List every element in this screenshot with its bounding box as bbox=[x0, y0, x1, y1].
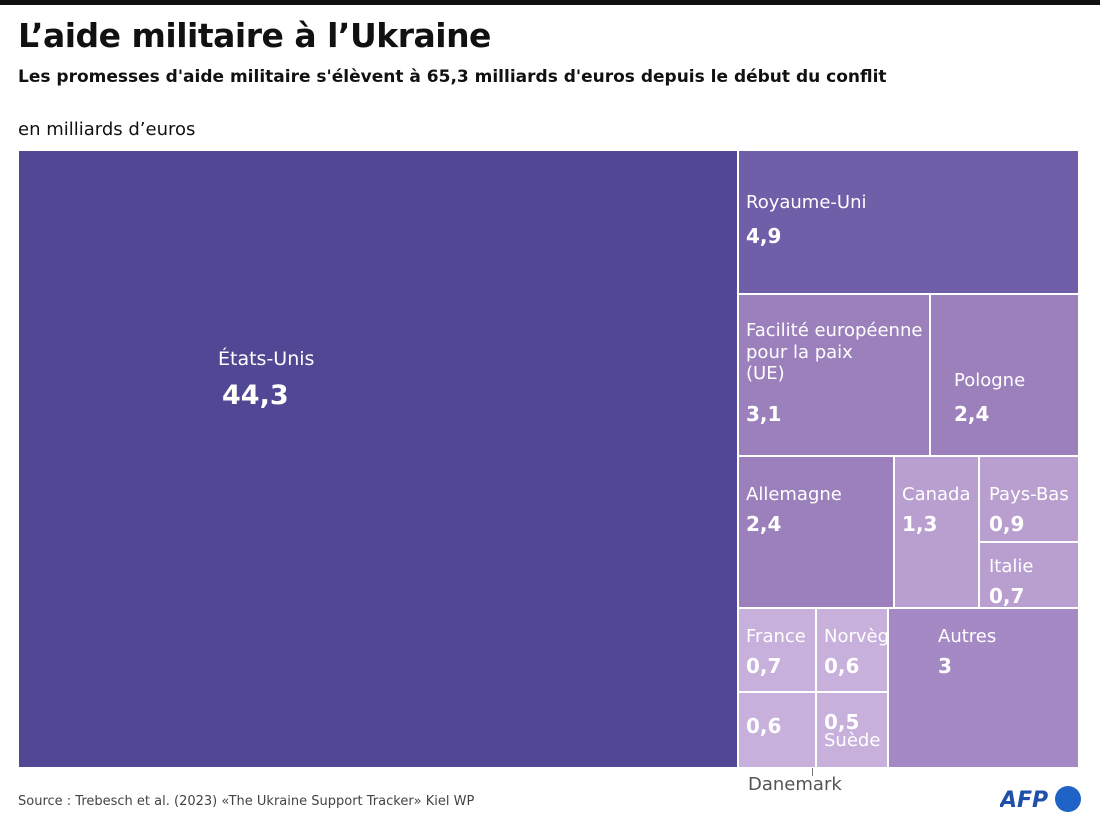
cell-name-label: France bbox=[746, 626, 806, 647]
chart-title: L’aide militaire à l’Ukraine bbox=[18, 16, 491, 55]
cell-name-label: Facilité européenne pour la paix (UE) bbox=[746, 320, 923, 385]
cell-value-label: 0,6 bbox=[746, 714, 782, 738]
cell-name-label: Canada bbox=[902, 484, 971, 505]
cell-value-label: 0,6 bbox=[824, 654, 860, 678]
cell-name-label: Italie bbox=[989, 556, 1034, 577]
afp-logo-icon: AFP bbox=[998, 786, 1081, 813]
treemap-cell-france bbox=[738, 608, 816, 692]
unit-label: en milliards d’euros bbox=[18, 119, 196, 140]
cell-value-label: 3,1 bbox=[746, 402, 782, 426]
cell-name-label: Royaume-Uni bbox=[746, 192, 867, 213]
cell-name-label: Allemagne bbox=[746, 484, 842, 505]
chart-subtitle: Les promesses d'aide militaire s'élèvent… bbox=[18, 67, 887, 87]
treemap-cell-norvège bbox=[816, 608, 888, 692]
treemap-cell-états-unis bbox=[18, 150, 738, 768]
treemap-cell-pologne bbox=[930, 294, 1079, 456]
cell-name-label: Autres bbox=[938, 626, 997, 647]
cell-value-label: 0,9 bbox=[989, 512, 1025, 536]
cell-value-label: 3 bbox=[938, 654, 952, 678]
cell-value-label: 2,4 bbox=[954, 402, 990, 426]
cell-value-label: 0,7 bbox=[746, 654, 782, 678]
cell-value-label: 0,7 bbox=[989, 584, 1025, 608]
source-note: Source : Trebesch et al. (2023) «The Ukr… bbox=[18, 794, 475, 809]
afp-logo-text: AFP bbox=[1000, 788, 1048, 813]
cell-value-label: 4,9 bbox=[746, 224, 782, 248]
treemap-cell-facilité-européenne bbox=[738, 294, 930, 456]
afp-logo: AFP bbox=[998, 784, 1090, 818]
leader-line bbox=[812, 768, 813, 776]
treemap-cell-pays-bas bbox=[979, 456, 1079, 542]
cell-value-label: 0,5 bbox=[824, 710, 860, 734]
treemap-cell-autres bbox=[888, 608, 1079, 768]
cell-name-label: Suède bbox=[824, 730, 881, 751]
treemap-cell-allemagne bbox=[738, 456, 894, 608]
treemap-cell-italie bbox=[979, 542, 1079, 608]
cell-value-label: 1,3 bbox=[902, 512, 938, 536]
cell-name-label: Pays-Bas bbox=[989, 484, 1069, 505]
treemap-cell-royaume-uni bbox=[738, 150, 1079, 294]
external-name-label: Danemark bbox=[748, 774, 842, 795]
cell-name-label: Pologne bbox=[954, 370, 1026, 391]
treemap-cell-danemark bbox=[738, 692, 816, 768]
cell-value-label: 44,3 bbox=[222, 380, 289, 411]
cell-name-label: États-Unis bbox=[218, 348, 315, 370]
treemap-cell-suède bbox=[816, 692, 888, 768]
treemap-cell-canada bbox=[894, 456, 979, 608]
top-rule bbox=[0, 0, 1100, 5]
cell-value-label: 2,4 bbox=[746, 512, 782, 536]
cell-name-label: Norvège bbox=[824, 626, 901, 647]
